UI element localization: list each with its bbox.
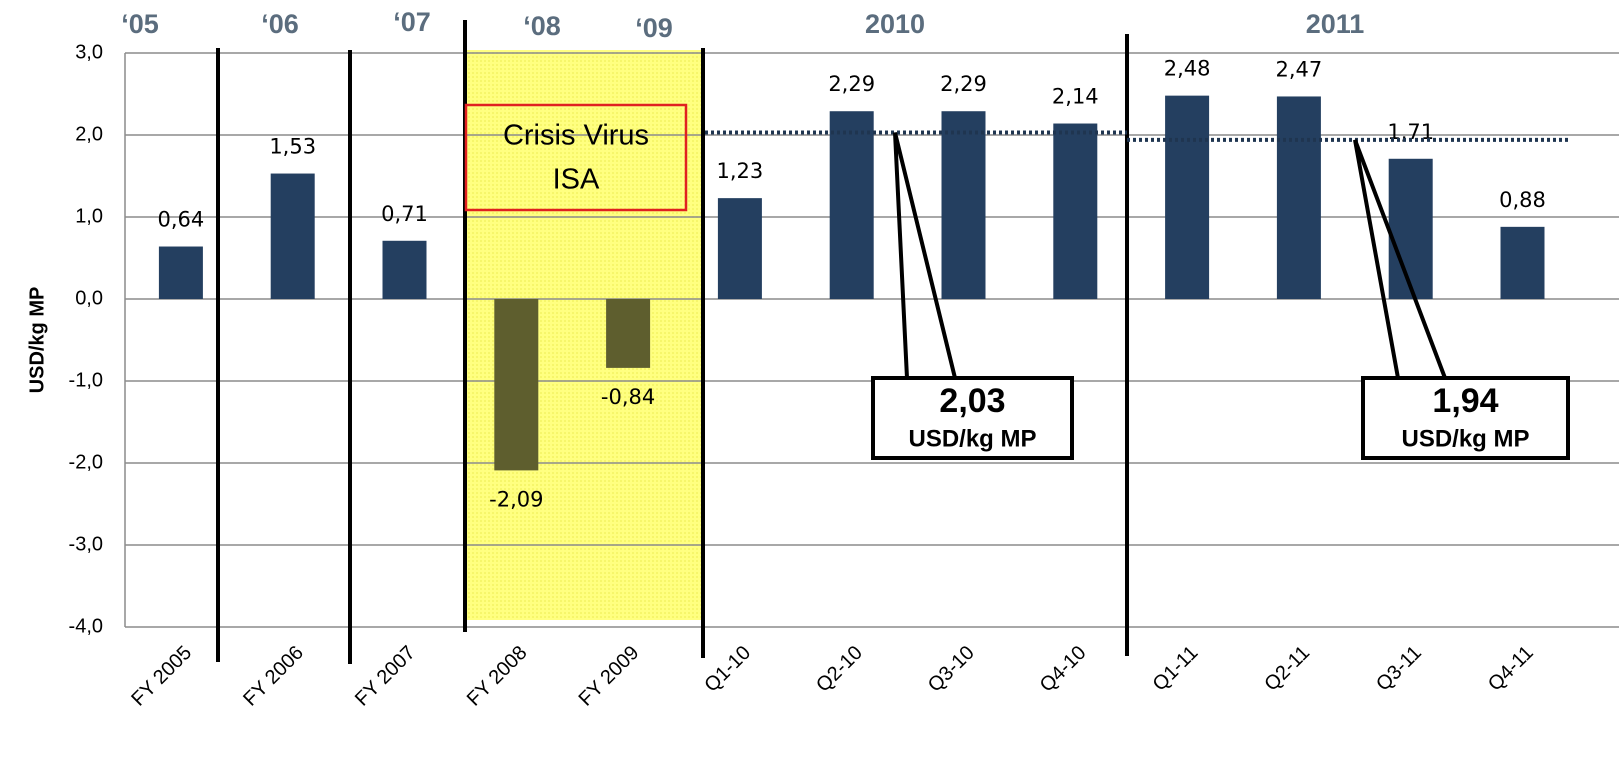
- callout-box: [1361, 376, 1570, 460]
- y-tick-label: -3,0: [69, 533, 103, 555]
- y-tick-label: -1,0: [69, 369, 103, 391]
- callout-value: 1,94: [1432, 382, 1498, 420]
- x-tick-label: Q1-10: [700, 642, 755, 697]
- period-label: 2010: [865, 9, 925, 39]
- callout-value: 2,03: [939, 382, 1005, 420]
- value-label: 2,47: [1276, 57, 1323, 81]
- x-tick-label: Q3-10: [924, 642, 979, 697]
- value-label: -2,09: [489, 487, 543, 511]
- bar: [1500, 226, 1545, 299]
- bar: [1053, 123, 1098, 300]
- period-label: 2011: [1306, 9, 1365, 39]
- bar: [941, 111, 986, 299]
- bar: [494, 299, 539, 471]
- y-tick-label: -2,0: [69, 451, 103, 473]
- bar: [1276, 96, 1321, 300]
- value-label: 1,53: [269, 135, 316, 159]
- y-tick-label: 2,0: [75, 123, 103, 145]
- period-label: ‘06: [261, 9, 299, 39]
- x-tick-label: FY 2005: [127, 642, 196, 711]
- callout-unit: USD/kg MP: [908, 425, 1036, 452]
- value-label: 0,88: [1499, 188, 1546, 212]
- period-label: ‘05: [121, 9, 159, 39]
- bar: [829, 111, 874, 299]
- bar: [1165, 95, 1210, 299]
- crisis-label: ISA: [553, 164, 600, 196]
- x-tick-label: FY 2008: [463, 642, 532, 711]
- x-tick-label: FY 2006: [239, 642, 308, 711]
- callout-pointer: [1353, 139, 1447, 379]
- y-axis-label: USD/kg MP: [26, 287, 48, 394]
- x-tick-label: Q4-11: [1484, 642, 1538, 696]
- value-label: 0,71: [381, 202, 428, 226]
- value-label: 1,23: [717, 159, 764, 183]
- value-label: -0,84: [601, 385, 655, 409]
- bar: [158, 246, 203, 299]
- bar: [382, 240, 427, 299]
- callout-unit: USD/kg MP: [1401, 425, 1529, 452]
- y-tick-label: 0,0: [75, 287, 103, 309]
- x-tick-label: Q2-10: [812, 642, 867, 697]
- bar: [717, 198, 762, 299]
- callout-pointer: [893, 132, 957, 379]
- x-tick-label: Q1-11: [1149, 642, 1203, 696]
- x-tick-label: Q4-10: [1036, 642, 1091, 697]
- crisis-label: Crisis Virus: [503, 120, 649, 152]
- bar: [606, 299, 651, 368]
- value-label: 2,29: [940, 72, 987, 96]
- y-tick-label: 3,0: [75, 41, 103, 63]
- y-tick-label: 1,0: [75, 205, 103, 227]
- callout-box: [871, 376, 1074, 460]
- x-tick-label: FY 2007: [351, 642, 420, 711]
- period-label: ‘08: [523, 11, 561, 41]
- value-label: 0,64: [158, 208, 205, 232]
- value-label: 2,29: [828, 72, 875, 96]
- bar: [270, 173, 315, 299]
- x-tick-label: Q2-11: [1260, 642, 1314, 696]
- x-tick-label: FY 2009: [575, 642, 644, 711]
- value-label: 2,14: [1052, 85, 1099, 109]
- y-tick-label: -4,0: [69, 615, 103, 637]
- bar: [1388, 158, 1433, 299]
- period-label: ‘07: [393, 7, 431, 37]
- period-label: ‘09: [635, 13, 673, 43]
- crisis-box: [464, 103, 688, 212]
- value-label: 2,48: [1164, 57, 1211, 81]
- x-tick-label: Q3-11: [1372, 642, 1426, 696]
